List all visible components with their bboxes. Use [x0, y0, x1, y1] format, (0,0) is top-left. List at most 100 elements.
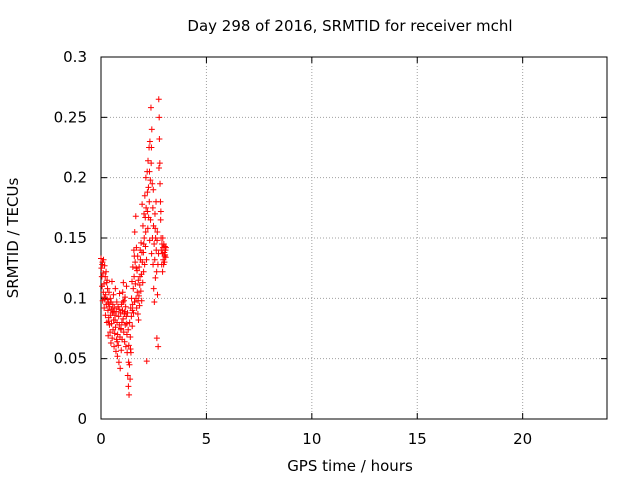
- x-tick-label: 20: [513, 430, 532, 448]
- y-tick-label: 0.1: [63, 289, 87, 307]
- data-point: [149, 180, 156, 187]
- data-point: [125, 342, 132, 349]
- data-point: [114, 338, 121, 345]
- data-point: [115, 313, 122, 320]
- data-point: [136, 263, 143, 270]
- data-point: [110, 308, 117, 315]
- data-point: [128, 313, 135, 320]
- x-tick-label: 5: [202, 430, 212, 448]
- data-point: [142, 174, 149, 181]
- data-point: [131, 253, 138, 260]
- data-point: [155, 96, 162, 103]
- data-point: [111, 330, 118, 337]
- data-point: [135, 297, 142, 304]
- data-point: [107, 339, 114, 346]
- data-point: [144, 189, 151, 196]
- data-point: [156, 114, 163, 121]
- data-point: [162, 254, 169, 261]
- data-point: [140, 241, 147, 248]
- data-point: [157, 198, 164, 205]
- data-point: [119, 289, 126, 296]
- y-tick-label: 0.2: [63, 169, 87, 187]
- data-point: [106, 289, 113, 296]
- data-point: [147, 216, 154, 223]
- data-point: [120, 297, 127, 304]
- data-point: [141, 192, 148, 199]
- data-point: [156, 160, 163, 167]
- data-point: [129, 263, 136, 270]
- data-point: [152, 274, 159, 281]
- x-tick-label: 15: [408, 430, 427, 448]
- data-point: [120, 329, 127, 336]
- data-point: [127, 333, 134, 340]
- data-point: [124, 309, 131, 316]
- data-point: [125, 326, 132, 333]
- data-point: [145, 184, 152, 191]
- data-point: [132, 213, 139, 220]
- data-point: [125, 383, 132, 390]
- data-point: [141, 210, 148, 217]
- data-point: [131, 273, 138, 280]
- data-point: [102, 273, 109, 280]
- data-point: [131, 228, 138, 235]
- data-point: [121, 338, 128, 345]
- data-point: [119, 298, 126, 305]
- data-point: [133, 244, 140, 251]
- data-point: [146, 138, 153, 145]
- data-point: [131, 298, 138, 305]
- data-point: [162, 244, 169, 251]
- data-point: [101, 304, 108, 311]
- data-point: [127, 376, 134, 383]
- data-point: [116, 290, 123, 297]
- data-point: [140, 268, 147, 275]
- data-point: [114, 353, 121, 360]
- data-point: [157, 216, 164, 223]
- data-point: [109, 335, 116, 342]
- data-point: [122, 303, 129, 310]
- data-point: [132, 280, 139, 287]
- data-point: [98, 265, 105, 272]
- data-point: [147, 177, 154, 184]
- data-point: [148, 160, 155, 167]
- data-point: [105, 318, 112, 325]
- data-point: [112, 285, 119, 292]
- data-point: [146, 198, 153, 205]
- y-axis-label: SRMTID / TECUs: [4, 178, 22, 299]
- data-point: [104, 277, 111, 284]
- data-point: [115, 342, 122, 349]
- data-point: [153, 247, 160, 254]
- data-point: [118, 347, 125, 354]
- data-point: [118, 319, 125, 326]
- data-point: [111, 304, 118, 311]
- data-point: [108, 298, 115, 305]
- data-point: [143, 256, 150, 263]
- data-point: [146, 168, 153, 175]
- data-point: [125, 359, 132, 366]
- data-point: [98, 255, 104, 262]
- data-point: [142, 228, 149, 235]
- data-point: [159, 268, 166, 275]
- y-tick-label: 0.15: [54, 229, 87, 247]
- data-point: [122, 294, 129, 301]
- data-point: [147, 104, 154, 111]
- y-tick-label: 0.05: [54, 350, 87, 368]
- data-point: [151, 298, 158, 305]
- data-point: [149, 204, 156, 211]
- data-point: [148, 126, 155, 133]
- data-point: [104, 285, 111, 292]
- data-point: [132, 259, 139, 266]
- data-points: [98, 96, 169, 398]
- data-point: [150, 285, 157, 292]
- data-point: [143, 204, 150, 211]
- data-point: [148, 250, 155, 257]
- data-point: [135, 292, 142, 299]
- data-point: [144, 225, 151, 232]
- data-point: [145, 157, 152, 164]
- data-point: [161, 253, 168, 260]
- data-point: [151, 256, 158, 263]
- data-point: [139, 201, 146, 208]
- data-point: [154, 228, 161, 235]
- data-point: [103, 268, 110, 275]
- data-point: [153, 335, 160, 342]
- data-point: [156, 136, 163, 143]
